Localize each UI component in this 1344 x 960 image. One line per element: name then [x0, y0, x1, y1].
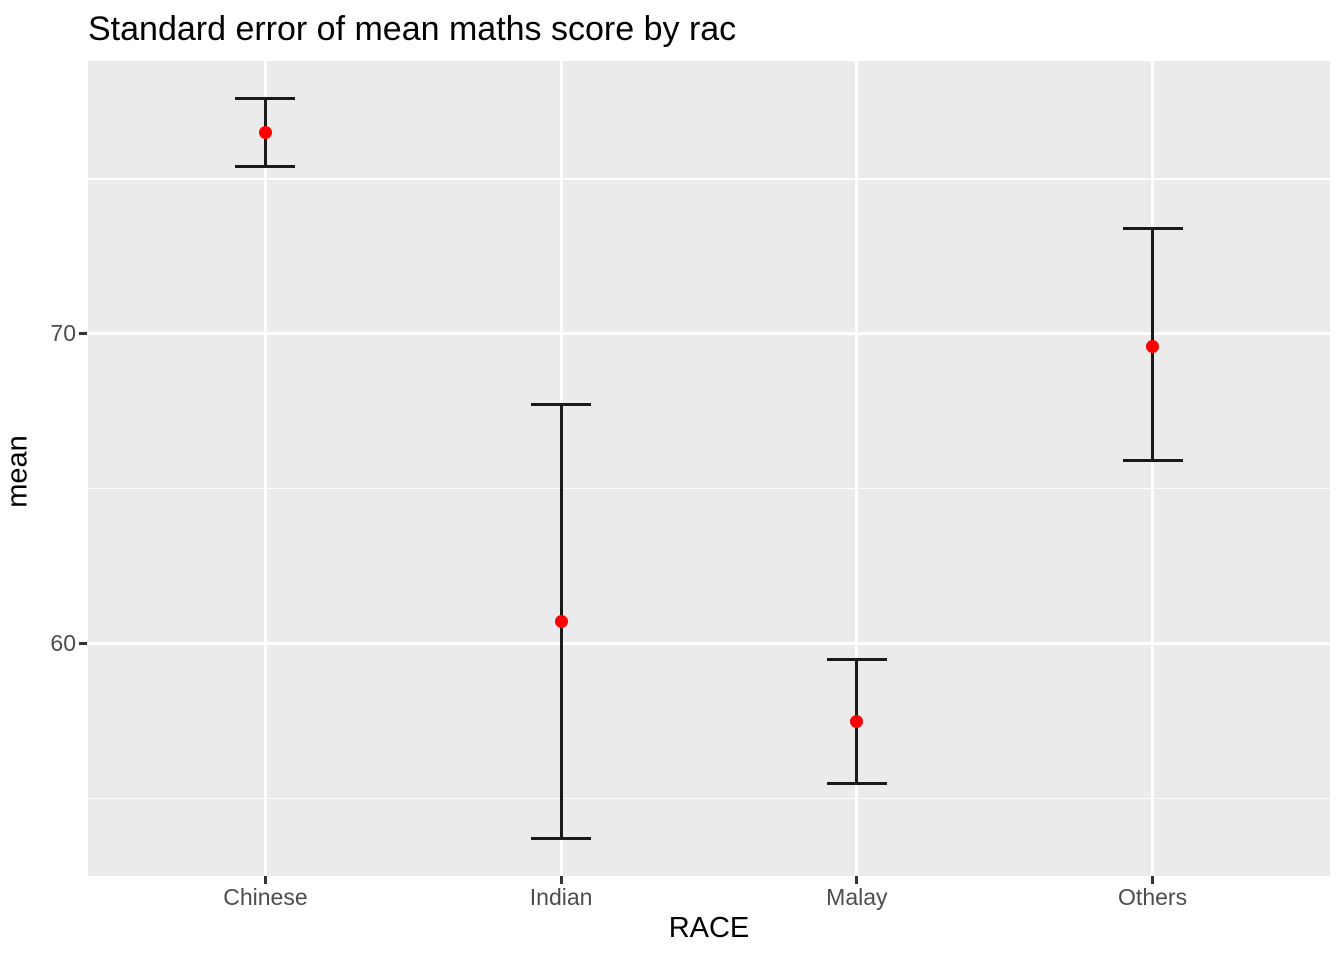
gridline-minor-y75 [88, 178, 1330, 180]
errorbar-cap-top-others [1122, 226, 1183, 230]
chart-title: Standard error of mean maths score by ra… [88, 10, 737, 48]
gridline-x-malay [855, 61, 859, 876]
errorbar-cap-top-chinese [235, 96, 296, 100]
errorbar-cap-top-indian [531, 403, 592, 407]
gridline-minor-y55 [88, 797, 1330, 800]
x-tick-mark-chinese [263, 876, 267, 884]
mean-point-indian [554, 615, 568, 629]
x-tick-label-indian: Indian [529, 884, 593, 910]
mean-point-others [1146, 339, 1160, 353]
errorbar-cap-bottom-others [1122, 459, 1183, 463]
x-tick-mark-others [1151, 876, 1155, 884]
gridline-minor-y65 [88, 487, 1330, 490]
errorbar-cap-bottom-malay [826, 781, 887, 785]
y-tick-mark-70 [79, 332, 87, 336]
mean-point-malay [850, 714, 864, 728]
y-tick-label-60: 60 [50, 630, 76, 657]
plot-panel [88, 61, 1330, 876]
y-tick-label-70: 70 [50, 320, 76, 347]
y-axis-title: mean [1, 435, 34, 508]
x-tick-label-others: Others [1118, 884, 1188, 910]
x-tick-label-chinese: Chinese [223, 884, 308, 910]
gridline-major-y70 [88, 332, 1330, 336]
x-tick-label-malay: Malay [826, 884, 888, 910]
errorbar-cap-bottom-indian [531, 837, 592, 841]
mean-point-chinese [258, 125, 272, 139]
gridline-x-others [1151, 61, 1155, 876]
y-tick-mark-60 [79, 642, 87, 646]
errorbar-cap-bottom-chinese [235, 164, 296, 168]
x-tick-mark-malay [855, 876, 859, 884]
gridline-major-y60 [88, 642, 1330, 646]
errorbar-cap-top-malay [826, 657, 887, 661]
x-axis-title: RACE [668, 912, 750, 944]
x-tick-mark-indian [559, 876, 563, 884]
gridline-x-chinese [263, 61, 267, 876]
